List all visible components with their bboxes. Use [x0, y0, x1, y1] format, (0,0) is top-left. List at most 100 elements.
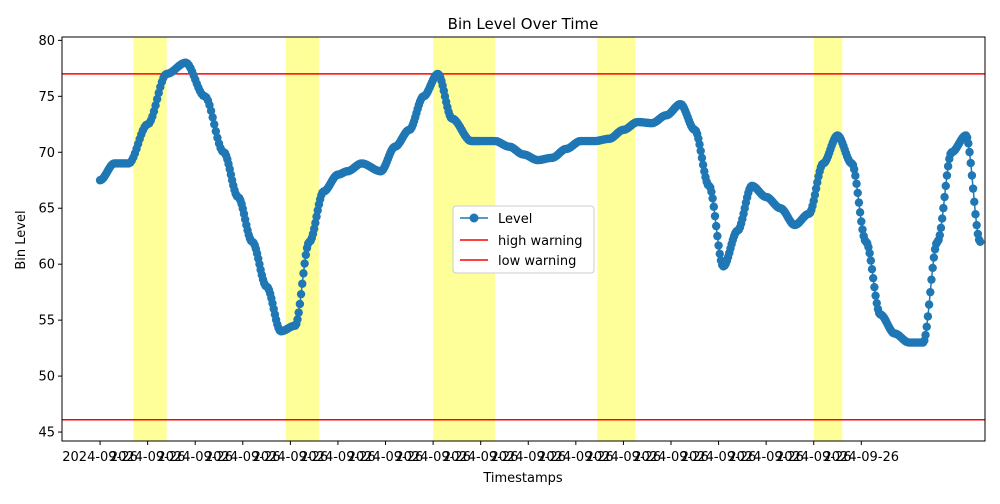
x-tick-label: 2024-09-26	[776, 450, 852, 465]
level-point	[206, 106, 216, 116]
y-axis-label: Bin Level	[14, 210, 29, 269]
chart-title: Bin Level Over Time	[448, 15, 599, 33]
x-tick-label: 2024-09-26	[681, 450, 757, 465]
level-point	[708, 194, 717, 203]
x-tick-label: 2024-09-26	[300, 450, 376, 465]
level-point	[936, 223, 946, 233]
level-point	[298, 279, 307, 288]
x-tick-label: 2024-09-26	[633, 450, 709, 465]
level-point	[301, 250, 311, 260]
x-tick-label: 2024-09-26	[348, 450, 424, 465]
x-tick-label: 2024-09-26	[586, 450, 662, 465]
level-point	[972, 220, 981, 230]
level-point	[968, 184, 978, 193]
level-point	[942, 171, 952, 180]
level-point	[300, 259, 309, 268]
level-point	[928, 263, 937, 273]
y-tick-label: 50	[38, 370, 55, 385]
level-point	[858, 225, 867, 234]
y-tick-label: 45	[38, 426, 55, 441]
level-point	[939, 203, 948, 213]
legend: Level high warning low warning	[452, 205, 595, 274]
x-tick-label: 2024-09-26	[62, 450, 138, 465]
legend-level-label: Level	[498, 212, 532, 227]
level-point	[870, 282, 879, 292]
level-point	[927, 275, 936, 284]
warning-band-3	[597, 37, 636, 441]
level-point	[697, 153, 707, 163]
level-point	[695, 140, 704, 149]
x-tick-label: 2024-09-26	[728, 450, 804, 465]
level-point	[923, 312, 933, 321]
plot-frame	[61, 36, 986, 442]
level-point	[713, 231, 722, 241]
x-axis-label: Timestamps	[482, 471, 563, 486]
x-tick-label: 2024-09-26	[443, 450, 519, 465]
level-point	[294, 308, 303, 317]
warning-band-0	[133, 37, 167, 441]
y-tick-label: 65	[38, 202, 55, 217]
legend-level-marker	[469, 213, 479, 223]
level-point	[854, 198, 864, 207]
level-point	[937, 214, 947, 223]
level-point	[867, 264, 877, 274]
x-tick-label: 2024-09-26	[110, 450, 186, 465]
level-point	[935, 230, 945, 240]
level-point	[210, 120, 219, 129]
level-point	[976, 237, 985, 246]
level-point	[710, 211, 720, 221]
x-tick-label: 2024-09-26	[395, 450, 471, 465]
level-point	[811, 184, 821, 193]
legend-high-warning-label: high warning	[498, 234, 583, 249]
level-series	[95, 58, 985, 347]
level-point	[940, 192, 949, 202]
level-point	[707, 187, 716, 197]
level-point	[714, 241, 723, 250]
level-point	[921, 330, 930, 340]
level-point	[312, 212, 321, 221]
level-point	[857, 217, 866, 226]
level-point	[696, 146, 705, 156]
level-point	[966, 158, 975, 168]
x-tick-label: 2024-09-26	[253, 450, 329, 465]
level-line	[99, 61, 981, 344]
level-point	[964, 139, 973, 148]
level-point	[311, 218, 320, 228]
y-tick-label: 75	[38, 90, 55, 105]
level-point	[810, 190, 820, 200]
x-tick-label: 2024-09-26	[205, 450, 281, 465]
legend-box	[452, 205, 595, 274]
level-point	[855, 208, 865, 217]
level-point	[211, 127, 221, 136]
x-tick-label: 2024-09-26	[824, 450, 900, 465]
warning-lines	[62, 73, 985, 421]
x-tick-label: 2024-09-26	[538, 450, 614, 465]
y-tick-label: 55	[38, 314, 55, 329]
level-point	[943, 162, 953, 171]
level-point	[926, 287, 935, 297]
level-point	[970, 197, 979, 207]
level-point	[871, 291, 880, 300]
level-point	[866, 256, 876, 265]
level-point	[853, 188, 862, 198]
level-point	[296, 289, 306, 299]
level-point	[852, 179, 861, 188]
level-point	[709, 202, 719, 211]
level-point	[941, 181, 950, 191]
level-point	[965, 147, 974, 157]
level-point	[715, 249, 724, 259]
y-tick-label: 60	[38, 258, 55, 273]
level-point	[711, 221, 721, 231]
level-point	[971, 210, 980, 219]
x-tick-label: 2024-09-26	[490, 450, 566, 465]
level-point	[929, 253, 939, 262]
level-point	[295, 299, 305, 309]
level-point	[868, 273, 878, 283]
y-tick-label: 80	[38, 34, 55, 49]
x-tick-label: 2024-09-26	[157, 450, 233, 465]
level-point	[922, 322, 931, 331]
level-point	[967, 171, 977, 180]
level-point	[208, 113, 217, 122]
level-point	[849, 165, 859, 174]
